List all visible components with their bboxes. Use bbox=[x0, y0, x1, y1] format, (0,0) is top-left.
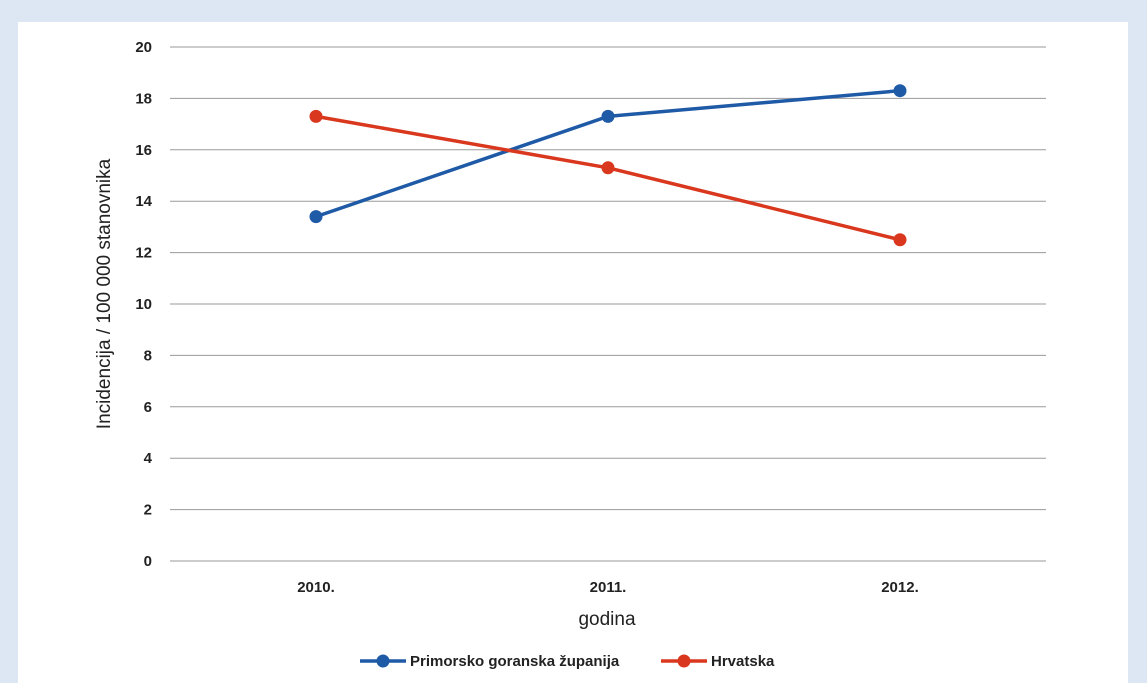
x-tick-label: 2011. bbox=[590, 579, 627, 596]
x-tick-label: 2012. bbox=[881, 579, 919, 596]
y-tick-label: 20 bbox=[135, 39, 152, 56]
y-tick-label: 10 bbox=[135, 296, 152, 313]
legend: Primorsko goranska županija Hrvatska bbox=[360, 653, 775, 670]
data-point bbox=[309, 210, 323, 224]
x-tick-label: 2010. bbox=[297, 579, 335, 596]
y-tick-label: 4 bbox=[144, 450, 153, 467]
y-tick-label: 2 bbox=[144, 502, 152, 519]
y-tick-label: 8 bbox=[144, 347, 152, 364]
legend-label: Primorsko goranska županija bbox=[410, 653, 620, 670]
y-axis-tick-labels: 0 2 4 6 8 10 12 14 16 18 20 bbox=[135, 39, 152, 570]
series-line bbox=[315, 88, 901, 219]
x-axis-title: godina bbox=[578, 609, 635, 630]
y-tick-label: 14 bbox=[135, 193, 152, 210]
data-point bbox=[601, 109, 615, 123]
data-point bbox=[309, 109, 323, 123]
y-axis-title: Incidencija / 100 000 stanovnika bbox=[94, 158, 115, 429]
y-tick-label: 12 bbox=[135, 245, 152, 262]
legend-swatch-marker bbox=[677, 654, 691, 668]
y-tick-label: 16 bbox=[135, 142, 152, 159]
data-point bbox=[601, 161, 615, 175]
data-point bbox=[893, 233, 907, 247]
y-tick-label: 18 bbox=[135, 90, 152, 107]
y-tick-label: 6 bbox=[144, 399, 152, 416]
data-point bbox=[893, 84, 907, 98]
chart-panel bbox=[18, 22, 1128, 683]
legend-label: Hrvatska bbox=[711, 653, 775, 670]
y-tick-label: 0 bbox=[144, 553, 152, 570]
series-layer bbox=[309, 84, 907, 247]
gridlines bbox=[170, 46, 1046, 562]
legend-swatch-marker bbox=[376, 654, 390, 668]
x-axis-tick-labels: 2010. 2011. 2012. bbox=[297, 579, 919, 596]
series-line bbox=[315, 114, 901, 242]
